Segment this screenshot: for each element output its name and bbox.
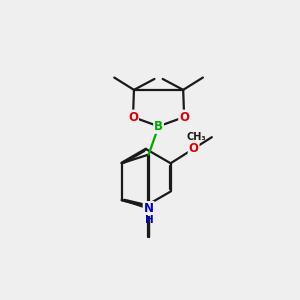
Text: B: B xyxy=(154,120,163,133)
Text: N: N xyxy=(144,202,154,215)
Text: H: H xyxy=(145,215,154,225)
Text: O: O xyxy=(179,110,189,124)
Text: CH₃: CH₃ xyxy=(186,132,206,142)
Text: O: O xyxy=(128,110,138,124)
Text: O: O xyxy=(189,142,199,155)
